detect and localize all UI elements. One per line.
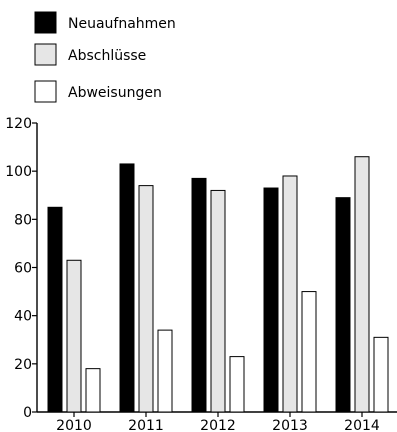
bars bbox=[47, 156, 389, 413]
x-axis-ticks: 2010 2011 2012 2013 2014 bbox=[56, 412, 380, 432]
bar-2012-series-2 bbox=[229, 356, 245, 413]
bar-2010-series-1 bbox=[66, 259, 82, 413]
legend-swatch-1 bbox=[34, 43, 57, 66]
bar-2011-series-1 bbox=[138, 185, 154, 413]
bar-2013-series-2 bbox=[301, 291, 317, 413]
bar-2010-series-2 bbox=[85, 368, 101, 413]
x-tick-label-0: 2010 bbox=[56, 418, 92, 432]
bar-2010-series-0 bbox=[47, 206, 63, 413]
y-tick-label-1: 20 bbox=[14, 357, 32, 373]
bar-2014-series-2 bbox=[373, 336, 389, 413]
legend-label-2: Abweisungen bbox=[68, 85, 162, 101]
x-tick-label-3: 2013 bbox=[272, 418, 308, 432]
bar-2011-series-0 bbox=[119, 163, 135, 413]
x-tick-label-1: 2011 bbox=[128, 418, 164, 432]
legend: Neuaufnahmen Abschlüsse Abweisungen bbox=[34, 11, 176, 103]
y-tick-label-6: 120 bbox=[5, 116, 32, 132]
y-tick-label-4: 80 bbox=[14, 212, 32, 228]
bar-2012-series-0 bbox=[191, 177, 207, 413]
y-tick-label-0: 0 bbox=[23, 405, 32, 421]
x-tick-label-2: 2012 bbox=[200, 418, 236, 432]
legend-label-1: Abschlüsse bbox=[68, 48, 146, 64]
bar-2011-series-2 bbox=[157, 329, 173, 413]
y-tick-label-2: 40 bbox=[14, 309, 32, 325]
legend-swatch-0 bbox=[34, 11, 57, 34]
bar-2014-series-0 bbox=[335, 197, 351, 413]
x-tick-label-4: 2014 bbox=[344, 418, 380, 432]
legend-swatch-2 bbox=[34, 80, 57, 103]
y-axis-ticks: 0 20 40 60 80 100 120 bbox=[5, 116, 37, 421]
y-tick-label-5: 100 bbox=[5, 164, 32, 180]
legend-label-0: Neuaufnahmen bbox=[68, 16, 176, 32]
bar-2013-series-0 bbox=[263, 187, 279, 413]
bar-2014-series-1 bbox=[354, 156, 370, 413]
bar-2012-series-1 bbox=[210, 189, 226, 413]
y-tick-label-3: 60 bbox=[14, 261, 32, 277]
bar-2013-series-1 bbox=[282, 175, 298, 413]
